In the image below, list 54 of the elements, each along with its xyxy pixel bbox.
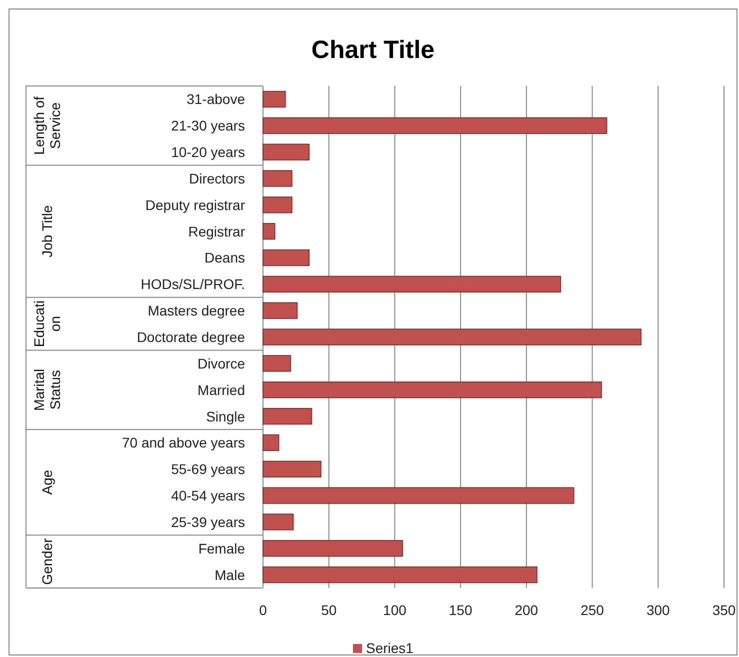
y-tick-label: Doctorate degree — [136, 329, 246, 345]
bar — [262, 434, 280, 452]
y-tick-label: Single — [206, 408, 246, 424]
y-tick-label: 21-30 years — [171, 118, 245, 134]
bar — [262, 355, 292, 372]
text: Age — [39, 470, 55, 495]
bar — [262, 382, 602, 398]
text: Gender — [39, 538, 55, 585]
bar — [262, 514, 294, 530]
y-tick-label: Female — [198, 540, 246, 556]
bar — [262, 144, 310, 160]
y-tick-label: HODs/SL/PROF. — [140, 276, 245, 292]
bar — [262, 302, 298, 319]
x-tick-label: 50 — [321, 602, 337, 618]
y-tick-label: Directors — [188, 170, 245, 186]
bar — [262, 487, 574, 504]
bar — [262, 222, 276, 240]
text: Education — [31, 300, 63, 348]
y-tick-label: Male — [214, 566, 246, 583]
bar — [262, 249, 310, 266]
x-tick-label: 100 — [383, 602, 407, 618]
bar — [262, 408, 312, 425]
x-tick-label: 0 — [259, 602, 268, 618]
x-tick-label: 200 — [514, 602, 538, 618]
y-tick-label: Deputy registrar — [145, 196, 246, 213]
bar — [262, 90, 286, 108]
text: Job Title — [39, 205, 55, 258]
legend-label: Series1 — [366, 640, 414, 656]
x-tick-label: 350 — [712, 602, 736, 618]
bar — [262, 117, 608, 134]
y-tick-label: 25-39 years — [171, 514, 245, 530]
bar — [262, 170, 292, 187]
bar — [262, 276, 562, 292]
y-tick-label: Masters degree — [148, 302, 246, 319]
y-tick-label: 55-69 years — [171, 461, 245, 478]
y-tick-label: Deans — [204, 250, 245, 266]
text: Marital Status — [31, 368, 63, 411]
y-tick-label: Registrar — [188, 223, 246, 240]
bar — [262, 460, 322, 478]
y-tick-label: Married — [198, 382, 245, 398]
y-tick-label: 70 and above years — [122, 434, 245, 451]
text: Length of Service — [31, 96, 63, 155]
y-tick-label: Divorce — [198, 355, 246, 372]
x-tick-label: 300 — [646, 602, 670, 618]
x-tick-label: 250 — [580, 602, 604, 618]
bar — [262, 540, 404, 557]
y-tick-label: 40-54 years — [171, 488, 245, 504]
bar — [262, 566, 538, 584]
bar — [262, 196, 292, 214]
chart-title: Chart Title — [311, 36, 435, 64]
y-tick-label: 10-20 years — [171, 144, 245, 160]
x-tick-label: 150 — [448, 602, 472, 618]
y-tick-label: 31-above — [186, 91, 246, 108]
bar — [262, 328, 642, 346]
